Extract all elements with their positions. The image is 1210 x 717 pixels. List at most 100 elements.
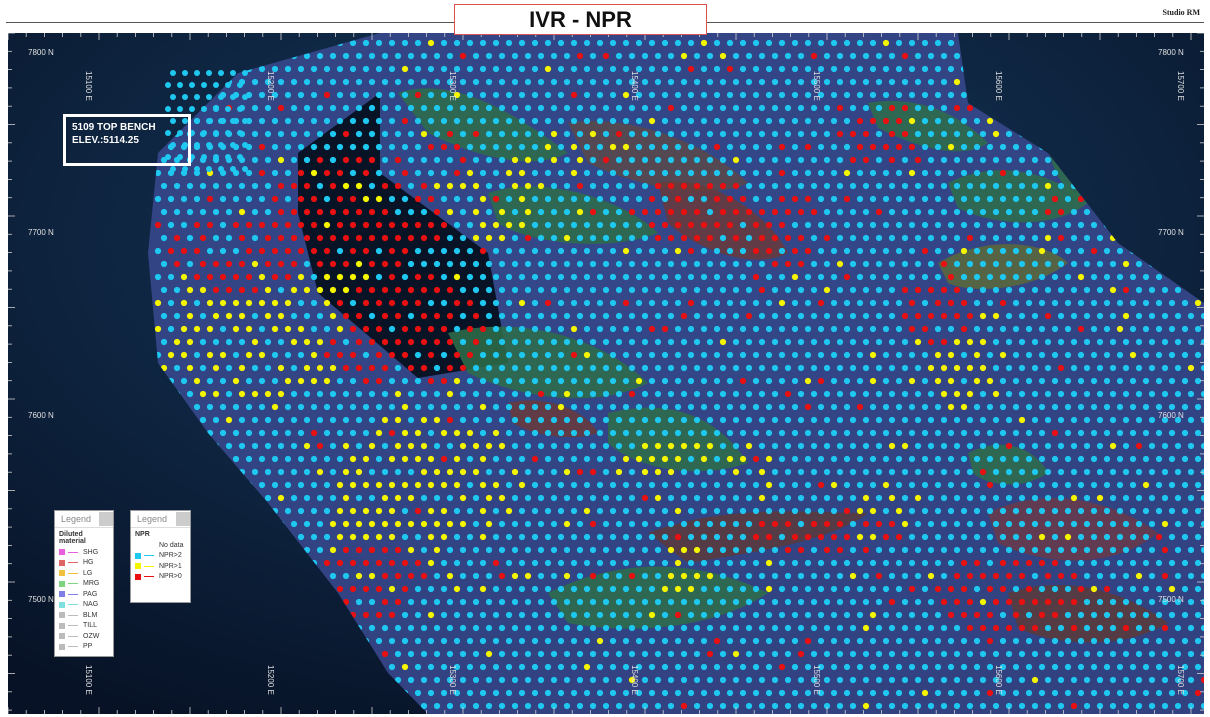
bench-label-box: 5109 TOP BENCH ELEV.:5114.25	[63, 114, 191, 166]
drill-point	[1044, 338, 1052, 346]
drill-point	[641, 390, 649, 398]
drill-point	[1005, 468, 1013, 476]
drill-point	[589, 364, 597, 372]
drill-point	[414, 247, 422, 255]
drill-point	[479, 91, 487, 99]
map-panel[interactable]: 15100 E 15200 E 15300 E 15400 E 15500 E …	[8, 33, 1204, 714]
legend-npr-line	[144, 555, 154, 557]
drill-point	[472, 156, 480, 164]
drill-point	[1077, 455, 1085, 463]
drill-point	[453, 91, 461, 99]
drill-point	[745, 260, 753, 268]
drill-point	[362, 221, 370, 229]
drill-point	[1103, 455, 1111, 463]
drill-point	[290, 520, 298, 528]
drill-point	[576, 156, 584, 164]
drill-point	[862, 364, 870, 372]
drill-point	[199, 416, 207, 424]
drill-point	[466, 169, 474, 177]
drill-point	[687, 195, 695, 203]
drill-point	[940, 546, 948, 554]
legend-collapse-icon[interactable]	[176, 512, 190, 526]
drill-point	[849, 260, 857, 268]
drill-point	[206, 403, 214, 411]
drill-point	[472, 234, 480, 242]
drill-point	[394, 494, 402, 502]
drill-point	[869, 143, 877, 151]
drill-point	[849, 312, 857, 320]
drill-point	[498, 520, 506, 528]
drill-point	[505, 143, 513, 151]
drill-point	[693, 546, 701, 554]
drill-point	[225, 338, 233, 346]
drill-point	[973, 533, 981, 541]
drill-point	[726, 39, 734, 47]
drill-point	[420, 104, 428, 112]
drill-point	[843, 221, 851, 229]
drill-point	[284, 169, 292, 177]
legend-material-item: SHG	[55, 547, 113, 558]
drill-point	[739, 507, 747, 515]
drill-point	[739, 559, 747, 567]
drill-point	[641, 260, 649, 268]
drill-point	[186, 390, 194, 398]
drill-point	[544, 351, 552, 359]
drill-point	[1018, 468, 1026, 476]
drill-point	[362, 507, 370, 515]
drill-point	[719, 598, 727, 606]
drill-point	[511, 312, 519, 320]
drill-point	[1077, 325, 1085, 333]
drill-point	[921, 65, 929, 73]
drill-point	[875, 364, 883, 372]
drill-point	[609, 455, 617, 463]
drill-point	[271, 455, 279, 463]
drill-point	[420, 494, 428, 502]
drill-point	[1051, 273, 1059, 281]
drill-point	[693, 702, 701, 710]
drill-point	[654, 208, 662, 216]
drill-point	[531, 117, 539, 125]
drill-point	[349, 481, 357, 489]
drill-point	[1005, 598, 1013, 606]
drill-point	[570, 403, 578, 411]
drill-point	[817, 247, 825, 255]
drill-point	[440, 299, 448, 307]
drill-point	[583, 559, 591, 567]
drill-point	[1044, 182, 1052, 190]
drill-point	[505, 351, 513, 359]
drill-point	[784, 520, 792, 528]
legend-collapse-icon[interactable]	[99, 512, 113, 526]
drill-point	[836, 416, 844, 424]
drill-point	[206, 94, 212, 100]
drill-point	[323, 377, 331, 385]
drill-point	[1038, 637, 1046, 645]
drill-point	[336, 325, 344, 333]
drill-point	[849, 676, 857, 684]
drill-point	[927, 52, 935, 60]
drill-point	[732, 130, 740, 138]
drill-point	[641, 208, 649, 216]
drill-point	[921, 221, 929, 229]
drill-point	[622, 65, 630, 73]
drill-point	[1103, 299, 1111, 307]
drill-point	[440, 455, 448, 463]
drill-point	[407, 598, 415, 606]
drill-point	[544, 403, 552, 411]
drill-point	[999, 403, 1007, 411]
drill-point	[901, 130, 909, 138]
drill-point	[479, 169, 487, 177]
drill-point	[524, 442, 532, 450]
drill-point	[1005, 286, 1013, 294]
north-left-label-1: 7700 N	[28, 228, 54, 237]
drill-point	[687, 559, 695, 567]
drill-point	[1083, 598, 1091, 606]
drill-point	[459, 624, 467, 632]
drill-point	[823, 442, 831, 450]
drill-point	[1148, 676, 1156, 684]
drill-point	[375, 637, 383, 645]
drill-point	[251, 156, 259, 164]
drill-point	[752, 299, 760, 307]
drill-point	[290, 468, 298, 476]
drill-point	[1038, 429, 1046, 437]
map-canvas[interactable]: 15100 E 15200 E 15300 E 15400 E 15500 E …	[8, 33, 1204, 714]
